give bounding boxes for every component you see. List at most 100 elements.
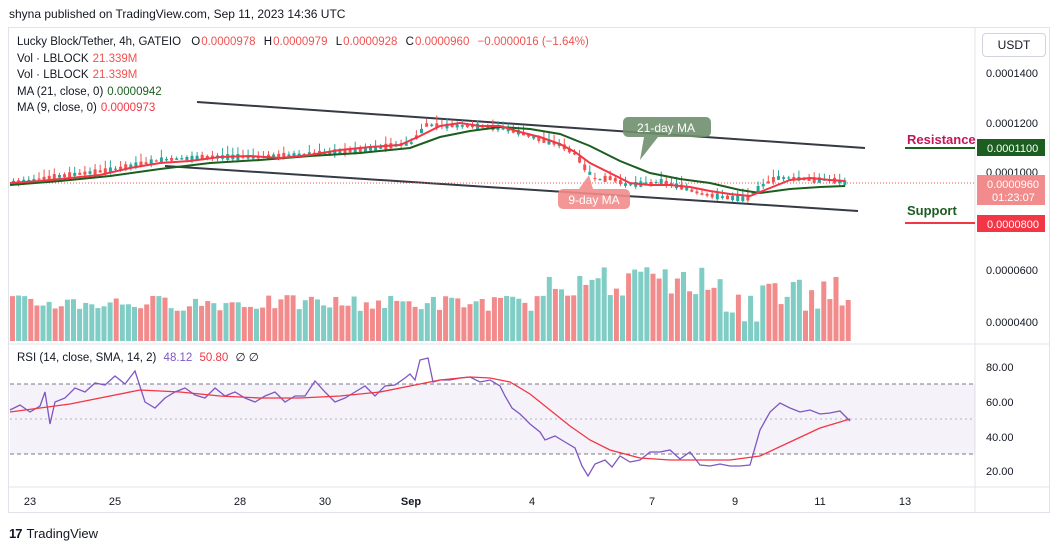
bar-countdown-text: 01:23:07: [992, 192, 1035, 204]
candle-body: [807, 178, 811, 181]
volume-bar: [406, 301, 412, 341]
publish-credit: shyna published on TradingView.com, Sep …: [9, 7, 346, 21]
candle-body: [715, 193, 719, 200]
candle-body: [761, 183, 765, 187]
volume-bar: [674, 278, 680, 341]
lower-channel-line[interactable]: [164, 165, 859, 212]
ma21-callout[interactable]: 21-day MA: [623, 117, 711, 160]
time-tick-5: Sep: [401, 496, 421, 508]
candle-body: [165, 159, 168, 161]
candle-body: [42, 176, 46, 181]
candle-body: [726, 195, 729, 200]
volume-bar: [296, 309, 302, 341]
candle-body: [527, 134, 531, 137]
rsi-ma-line[interactable]: [9, 376, 851, 461]
ma9-line[interactable]: [9, 121, 846, 198]
candle-body: [450, 124, 454, 128]
candle-body: [542, 138, 546, 143]
volume-legend-1[interactable]: Vol · LBLOCK 21.339M: [17, 53, 138, 65]
candle-body: [98, 170, 102, 173]
tradingview-logo[interactable]: 17 TradingView: [9, 526, 98, 541]
currency-button[interactable]: USDT: [982, 33, 1046, 57]
candle-body: [756, 185, 760, 192]
candle-body: [180, 158, 184, 160]
volume-bar: [28, 298, 34, 341]
support-price-badge: [977, 215, 1045, 232]
volume-bar: [22, 296, 28, 341]
volume-bar: [199, 305, 205, 341]
time-tick-8: 9: [732, 496, 738, 508]
volume-bar: [461, 307, 467, 341]
rsi-legend[interactable]: RSI (14, close, SMA, 14, 2) 48.12 50.80 …: [17, 352, 259, 364]
volume-bar: [467, 304, 473, 341]
volume-bar: [132, 306, 137, 341]
volume-bar: [10, 296, 15, 341]
volume-bar: [247, 306, 253, 341]
volume-bar: [284, 295, 290, 341]
candle-body: [501, 127, 505, 130]
volume-bar: [217, 310, 223, 341]
candle-body: [843, 180, 847, 185]
candle-body: [771, 177, 775, 183]
candle-body: [363, 147, 367, 152]
volume-bar: [83, 302, 89, 341]
candle-body: [588, 171, 592, 175]
candle-body: [353, 148, 357, 153]
candle-body: [741, 196, 745, 202]
volume-bar: [64, 299, 70, 341]
candles-group: [12, 115, 847, 204]
volume-bar: [815, 308, 821, 341]
volume-bars-group: [10, 267, 851, 341]
volume-bar: [589, 279, 595, 341]
candle-body: [159, 157, 163, 163]
candle-body: [506, 128, 510, 132]
chart-frame: [8, 27, 1050, 513]
candle-body: [578, 156, 582, 163]
ma9-callout[interactable]: 9-day MA: [558, 175, 630, 209]
volume-bar: [125, 304, 131, 341]
volume-bar: [382, 308, 388, 341]
volume-bar: [528, 310, 534, 341]
rsi-line[interactable]: [9, 357, 851, 478]
ma9-legend[interactable]: MA (9, close, 0) 0.0000973: [17, 102, 156, 114]
candle-body: [567, 148, 571, 153]
last-price-badge: [977, 175, 1045, 205]
volume-bar: [363, 302, 369, 341]
candle-body: [333, 149, 337, 156]
candle-body: [700, 193, 704, 195]
candle-body: [73, 172, 77, 176]
candle-body: [460, 125, 464, 127]
upper-channel-line[interactable]: [196, 101, 866, 149]
candle-body: [455, 124, 459, 128]
candle-body: [547, 139, 551, 145]
volume-bar: [430, 296, 436, 341]
rsi-tick-1: 80.00: [986, 362, 1014, 374]
volume-bar: [266, 295, 272, 341]
candle-body: [277, 153, 281, 159]
time-tick-6: 4: [529, 496, 535, 508]
candle-body: [119, 166, 123, 170]
volume-bar: [150, 295, 156, 341]
candle-body: [200, 154, 204, 161]
candle-body: [409, 142, 413, 144]
candle-body: [649, 181, 653, 185]
candle-body: [695, 191, 699, 194]
ma21-line[interactable]: [9, 125, 846, 195]
symbol-title[interactable]: Lucky Block/Tether, 4h, GATEIO: [17, 36, 182, 48]
volume-bar: [778, 304, 784, 341]
volume-bar: [89, 304, 95, 341]
volume-bar: [144, 304, 150, 341]
candle-body: [68, 172, 72, 178]
volume-legend-2[interactable]: Vol · LBLOCK 21.339M: [17, 69, 138, 81]
volume-bar: [58, 306, 64, 341]
time-tick-9: 11: [814, 496, 825, 508]
candle-body: [598, 179, 602, 181]
change-value: −0.0000016 (−1.64%): [477, 36, 589, 48]
volume-bar: [437, 309, 442, 341]
volume-bar: [784, 296, 790, 341]
volume-bar: [223, 303, 229, 341]
volume-bar: [504, 296, 510, 341]
symbol-legend: Lucky Block/Tether, 4h, GATEIO O0.000097…: [17, 36, 589, 48]
ma21-legend[interactable]: MA (21, close, 0) 0.0000942: [17, 86, 162, 98]
candle-body: [817, 177, 821, 183]
